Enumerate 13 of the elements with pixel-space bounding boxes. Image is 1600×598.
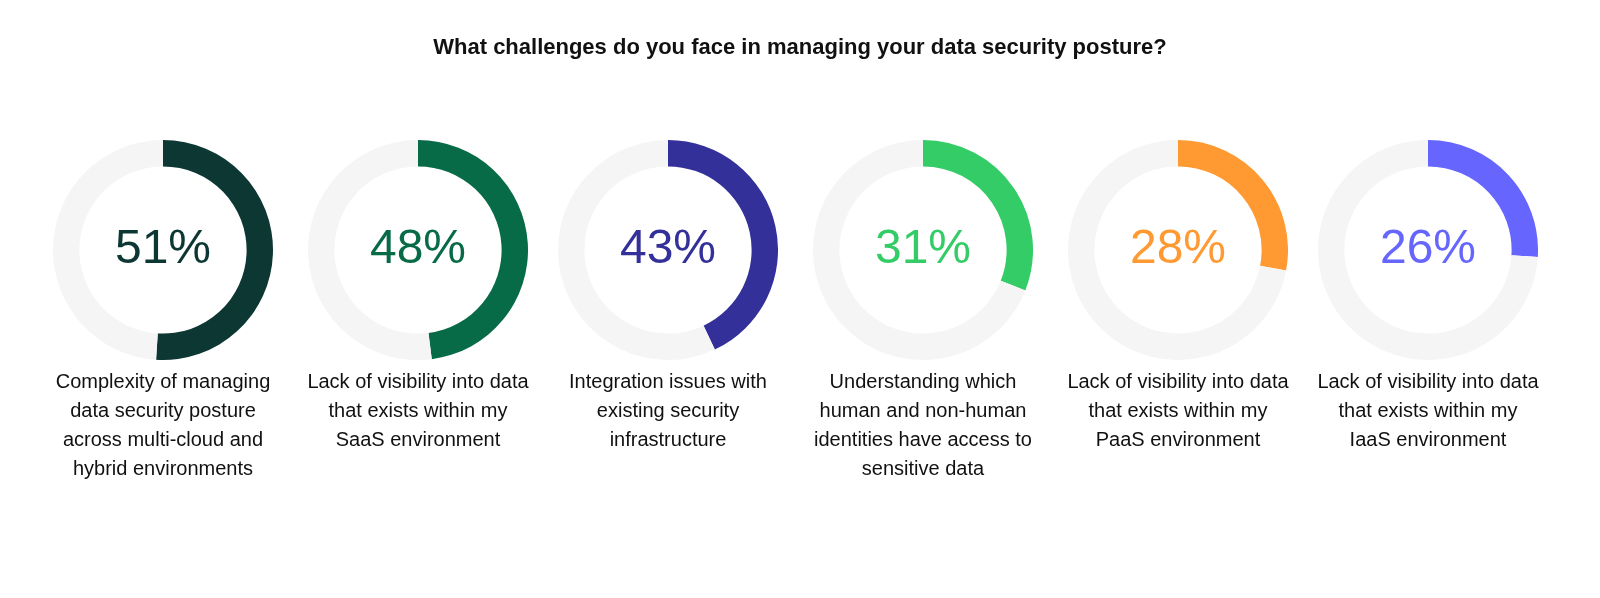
text: What challenges do you face in managing your data security posture?: [432, 34, 1168, 60]
data-label: 28%: [1129, 220, 1227, 274]
data-label: 26%: [1379, 220, 1477, 274]
text: Lack of visibility into data that exists within my SaaS environment: [306, 369, 530, 452]
data-label: 48%: [369, 220, 467, 274]
data-label: 31%: [874, 220, 972, 274]
text: Lack of visibility into data that exists within my PaaS environment: [1066, 369, 1290, 452]
text: Understanding which human and non-human identities have access to sensitive data: [813, 369, 1033, 481]
text: Lack of visibility into data that exists within my IaaS environment: [1316, 369, 1540, 452]
data-label: 51%: [114, 220, 212, 274]
data-label: 43%: [619, 220, 717, 274]
text: Complexity of managing data security posture across multi-cloud and hybrid environments: [54, 369, 272, 481]
text: Integration issues with existing security infrastructure: [568, 369, 768, 452]
